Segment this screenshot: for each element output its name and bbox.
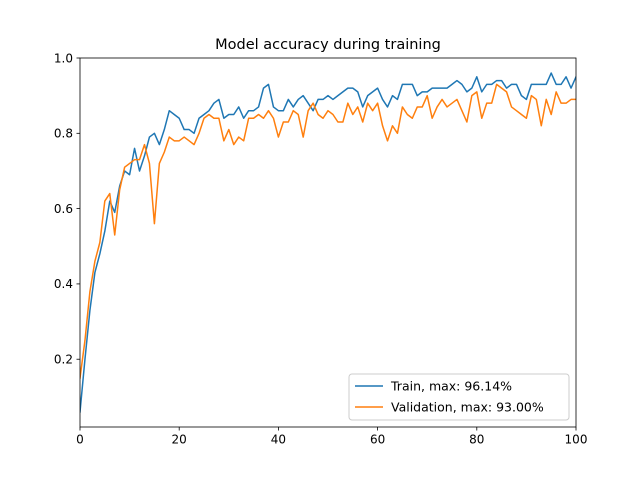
series-group: [80, 72, 576, 413]
x-tick-label: 100: [565, 433, 588, 447]
series-line-train: [80, 72, 576, 413]
y-tick-label: 0.8: [54, 127, 73, 141]
x-tick-label: 40: [271, 433, 286, 447]
chart-title: Model accuracy during training: [215, 37, 441, 53]
x-tick-label: 60: [370, 433, 385, 447]
x-tick-label: 20: [172, 433, 187, 447]
legend-box: [348, 373, 570, 421]
axes-frame: [79, 57, 577, 428]
plot-area: 0 20 40 60 80 100 0.2 0.4 0.6 0.8 1.0: [54, 51, 588, 446]
series-line-validation: [80, 83, 576, 379]
x-tick-label: 80: [469, 433, 484, 447]
legend-label-train: Train, max: 96.14%: [390, 379, 512, 394]
y-tick-label: 0.2: [54, 353, 73, 367]
legend: Train, max: 96.14% Validation, max: 93.00…: [348, 373, 570, 421]
y-tick-label: 0.6: [54, 202, 73, 216]
legend-label-validation: Validation, max: 93.00%: [391, 400, 544, 415]
y-tick-label: 0.4: [54, 277, 73, 291]
x-tick-label: 0: [76, 433, 84, 447]
y-tick-label: 1.0: [54, 51, 73, 65]
